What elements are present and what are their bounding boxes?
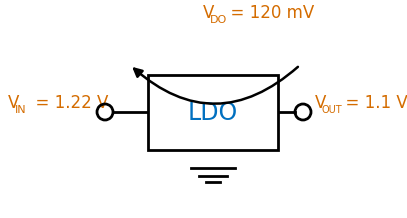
Text: DO: DO (210, 15, 227, 26)
Text: = 1.22 V: = 1.22 V (25, 94, 109, 112)
Text: LDO: LDO (188, 100, 238, 124)
Text: IN: IN (15, 105, 26, 115)
Bar (148, 75, 278, 150)
Text: = 120 mV: = 120 mV (220, 4, 315, 22)
Text: V: V (8, 94, 20, 112)
FancyArrowPatch shape (134, 67, 298, 104)
Text: OUT: OUT (322, 105, 342, 115)
Text: V: V (203, 4, 214, 22)
Text: = 1.1 V: = 1.1 V (335, 94, 407, 112)
Text: V: V (315, 94, 326, 112)
